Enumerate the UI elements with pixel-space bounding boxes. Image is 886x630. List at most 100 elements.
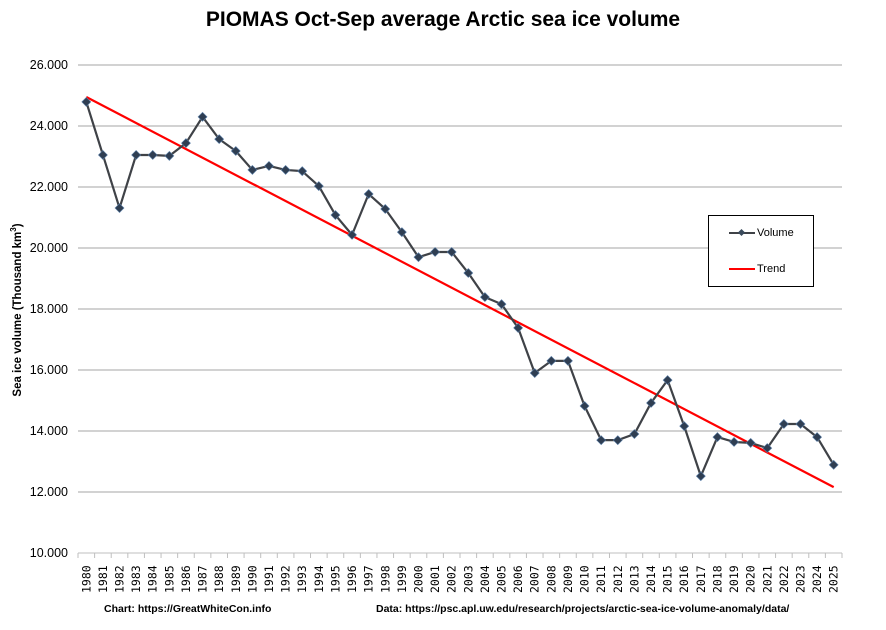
- volume-line: [85, 101, 835, 478]
- y-axis-label: Sea ice volume (Thousand km3): [9, 223, 24, 396]
- volume-point: [330, 210, 341, 220]
- volume-point: [546, 355, 557, 366]
- x-tick-label: 1988: [212, 565, 226, 593]
- y-tick-label: 22.000: [30, 180, 68, 194]
- x-tick-label: 1983: [129, 565, 143, 593]
- x-tick-label: 2007: [528, 565, 542, 593]
- x-tick-label: 1985: [162, 565, 176, 593]
- x-tick-label: 2004: [478, 565, 492, 593]
- volume-point: [479, 292, 490, 303]
- x-tick-label: 2001: [428, 565, 442, 593]
- volume-point: [413, 252, 424, 263]
- x-tick-label: 1993: [295, 565, 309, 593]
- volume-point: [280, 164, 291, 175]
- x-tick-label: 1984: [146, 565, 160, 593]
- volume-point: [762, 443, 773, 454]
- volume-point: [214, 134, 225, 145]
- data-credit: Data: https://psc.apl.uw.edu/research/pr…: [376, 603, 790, 615]
- x-tick-label: 2011: [594, 565, 608, 593]
- volume-point: [313, 181, 324, 192]
- volume-point: [662, 375, 673, 385]
- x-tick-label: 2024: [810, 565, 824, 593]
- y-tick-label: 12.000: [30, 485, 68, 499]
- volume-point: [81, 96, 92, 107]
- volume-point: [629, 429, 640, 439]
- x-tick-label: 2019: [727, 565, 741, 593]
- volume-point: [463, 268, 474, 278]
- x-tick-label: 1995: [328, 565, 342, 593]
- x-tick-label: 2005: [495, 565, 509, 593]
- x-tick-label: 2017: [694, 565, 708, 593]
- x-tick-label: 1996: [345, 565, 359, 593]
- x-tick-label: 2008: [544, 565, 558, 593]
- legend-item-trend: Trend: [729, 262, 785, 276]
- volume-point: [197, 111, 208, 122]
- x-tick-label: 2000: [411, 565, 425, 593]
- x-tick-label: 2014: [644, 565, 658, 593]
- volume-point: [363, 189, 374, 199]
- legend-volume-swatch-icon: [729, 228, 755, 237]
- x-tick-label: 1999: [395, 565, 409, 593]
- x-tick-label: 2010: [578, 565, 592, 593]
- x-tick-label: 1992: [279, 565, 293, 593]
- volume-point: [828, 459, 839, 470]
- x-tick-label: 2013: [627, 565, 641, 593]
- y-tick-label: 24.000: [30, 119, 68, 133]
- chart-credit: Chart: https://GreatWhiteCon.info: [104, 603, 272, 615]
- x-tick-label: 2006: [511, 565, 525, 593]
- volume-point: [612, 435, 623, 446]
- volume-point: [181, 138, 191, 149]
- trend-line: [85, 96, 835, 489]
- volume-point: [579, 401, 590, 411]
- volume-point: [230, 146, 241, 156]
- x-tick-label: 1994: [312, 565, 326, 593]
- volume-point: [812, 432, 823, 443]
- y-tick-label: 26.000: [30, 58, 68, 72]
- volume-point: [795, 419, 806, 429]
- x-tick-label: 2002: [445, 565, 459, 593]
- x-tick-label: 2009: [561, 565, 575, 593]
- legend-item-volume: Volume: [729, 226, 794, 240]
- legend-label-trend: Trend: [757, 263, 786, 275]
- legend-trend-swatch-icon: [729, 268, 755, 270]
- volume-point: [164, 150, 175, 161]
- volume-point: [396, 227, 407, 238]
- volume-point: [745, 437, 756, 448]
- volume-point: [131, 150, 142, 160]
- volume-point: [264, 161, 274, 171]
- volume-point: [563, 355, 573, 366]
- y-tick-label: 18.000: [30, 302, 68, 316]
- x-tick-label: 1986: [179, 565, 193, 593]
- volume-point: [778, 419, 789, 429]
- volume-point: [679, 421, 690, 432]
- y-tick-label: 14.000: [30, 424, 68, 438]
- volume-point: [695, 471, 706, 482]
- x-tick-label: 1980: [79, 565, 93, 593]
- x-tick-label: 1981: [96, 565, 110, 593]
- volume-point: [446, 247, 457, 257]
- volume-point: [513, 322, 524, 333]
- x-tick-label: 2020: [744, 565, 758, 593]
- volume-point: [430, 247, 441, 257]
- y-tick-label: 20.000: [30, 241, 68, 255]
- y-tick-label: 10.000: [30, 546, 68, 560]
- x-tick-label: 1987: [196, 565, 210, 593]
- x-tick-label: 1989: [229, 565, 243, 593]
- chart-title: PIOMAS Oct-Sep average Arctic sea ice vo…: [205, 8, 681, 31]
- volume-point: [380, 204, 391, 214]
- x-tick-label: 2021: [760, 565, 774, 593]
- x-tick-label: 1997: [362, 565, 376, 593]
- volume-point: [712, 432, 723, 443]
- legend: Volume Trend: [708, 215, 814, 287]
- volume-point: [646, 398, 656, 408]
- x-tick-label: 1990: [245, 565, 259, 593]
- volume-point: [247, 164, 258, 175]
- volume-point: [496, 299, 507, 310]
- volume-point: [114, 203, 125, 213]
- x-tick-label: 2025: [827, 565, 841, 593]
- x-tick-label: 2018: [710, 565, 724, 593]
- legend-label-volume: Volume: [757, 227, 794, 239]
- volume-point: [529, 368, 540, 378]
- volume-point: [97, 150, 108, 160]
